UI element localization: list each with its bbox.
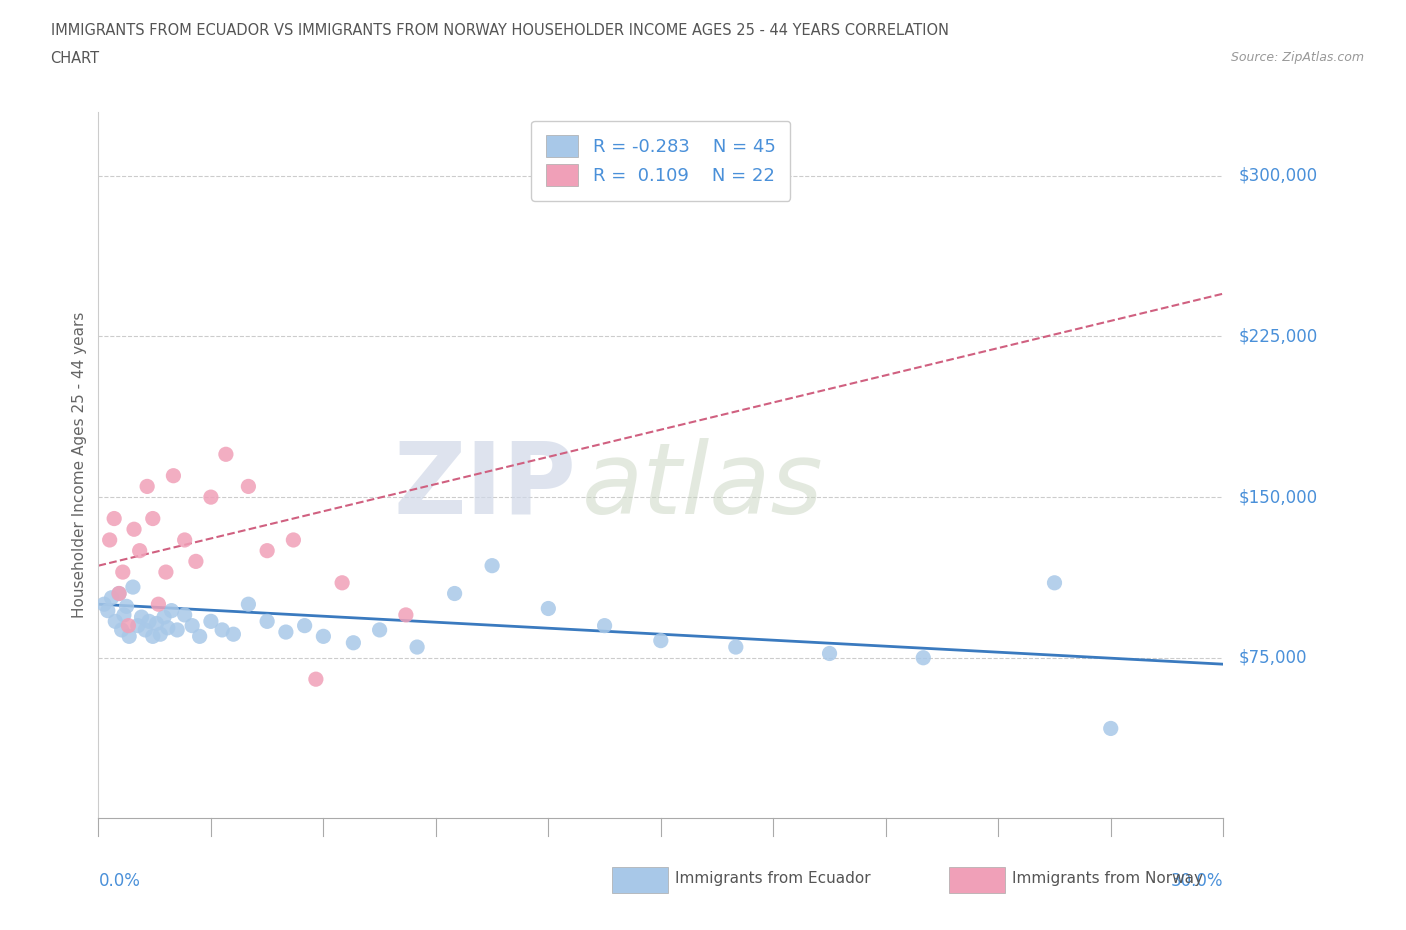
Point — [166, 622, 188, 637]
Point — [1099, 721, 1122, 736]
Point — [283, 533, 305, 548]
Point — [222, 627, 245, 642]
Point — [153, 610, 176, 625]
Point — [312, 629, 335, 644]
Text: 0.0%: 0.0% — [98, 872, 141, 890]
Point — [1043, 576, 1066, 591]
Point — [112, 607, 135, 622]
Point — [111, 565, 134, 579]
Point — [97, 604, 120, 618]
Point — [211, 622, 233, 637]
Text: $75,000: $75,000 — [1239, 649, 1306, 667]
Text: IMMIGRANTS FROM ECUADOR VS IMMIGRANTS FROM NORWAY HOUSEHOLDER INCOME AGES 25 - 4: IMMIGRANTS FROM ECUADOR VS IMMIGRANTS FR… — [51, 23, 949, 38]
Point — [200, 490, 222, 505]
Point — [127, 618, 149, 633]
Point — [200, 614, 222, 629]
Legend: R = -0.283    N = 45, R =  0.109    N = 22: R = -0.283 N = 45, R = 0.109 N = 22 — [531, 121, 790, 201]
Point — [274, 625, 297, 640]
Point — [256, 543, 278, 558]
Point — [93, 597, 115, 612]
Point — [103, 512, 125, 526]
Point — [188, 629, 211, 644]
Text: $225,000: $225,000 — [1239, 327, 1317, 345]
Point — [173, 607, 195, 622]
Point — [342, 635, 364, 650]
Text: $150,000: $150,000 — [1239, 488, 1317, 506]
Point — [395, 607, 418, 622]
Text: Immigrants from Ecuador: Immigrants from Ecuador — [675, 871, 870, 886]
Point — [145, 616, 167, 631]
Point — [108, 586, 131, 601]
Point — [142, 629, 165, 644]
Text: Source: ZipAtlas.com: Source: ZipAtlas.com — [1230, 51, 1364, 64]
Point — [98, 533, 121, 548]
Text: $300,000: $300,000 — [1239, 166, 1317, 185]
Point — [443, 586, 465, 601]
Text: ZIP: ZIP — [394, 438, 576, 535]
Point — [160, 604, 183, 618]
Point — [149, 627, 172, 642]
Point — [115, 599, 138, 614]
Point — [294, 618, 316, 633]
Point — [138, 614, 160, 629]
Point — [724, 640, 747, 655]
Point — [593, 618, 616, 633]
Point — [305, 671, 328, 686]
Point — [650, 633, 672, 648]
Text: Immigrants from Norway: Immigrants from Norway — [1012, 871, 1204, 886]
Point — [128, 543, 150, 558]
Point — [111, 622, 134, 637]
Point — [912, 650, 935, 665]
Point — [181, 618, 204, 633]
Point — [155, 565, 177, 579]
Point — [134, 622, 156, 637]
Point — [537, 601, 560, 616]
Point — [818, 646, 841, 661]
Point — [238, 597, 260, 612]
Point — [100, 591, 122, 605]
Point — [108, 586, 131, 601]
Point — [481, 558, 503, 573]
Point — [173, 533, 195, 548]
Point — [136, 479, 159, 494]
Point — [184, 554, 207, 569]
Point — [104, 614, 127, 629]
Text: 30.0%: 30.0% — [1171, 872, 1223, 890]
Point — [118, 629, 141, 644]
Point — [148, 597, 170, 612]
Point — [330, 576, 353, 591]
Point — [117, 618, 139, 633]
Point — [256, 614, 278, 629]
Text: CHART: CHART — [51, 51, 100, 66]
Point — [215, 446, 238, 461]
Point — [162, 469, 184, 484]
Text: atlas: atlas — [582, 438, 824, 535]
Point — [122, 522, 145, 537]
Point — [368, 622, 391, 637]
Y-axis label: Householder Income Ages 25 - 44 years: Householder Income Ages 25 - 44 years — [72, 312, 87, 618]
Point — [122, 579, 145, 594]
Point — [131, 610, 153, 625]
Point — [142, 512, 165, 526]
Point — [406, 640, 429, 655]
Point — [238, 479, 260, 494]
Point — [156, 620, 179, 635]
